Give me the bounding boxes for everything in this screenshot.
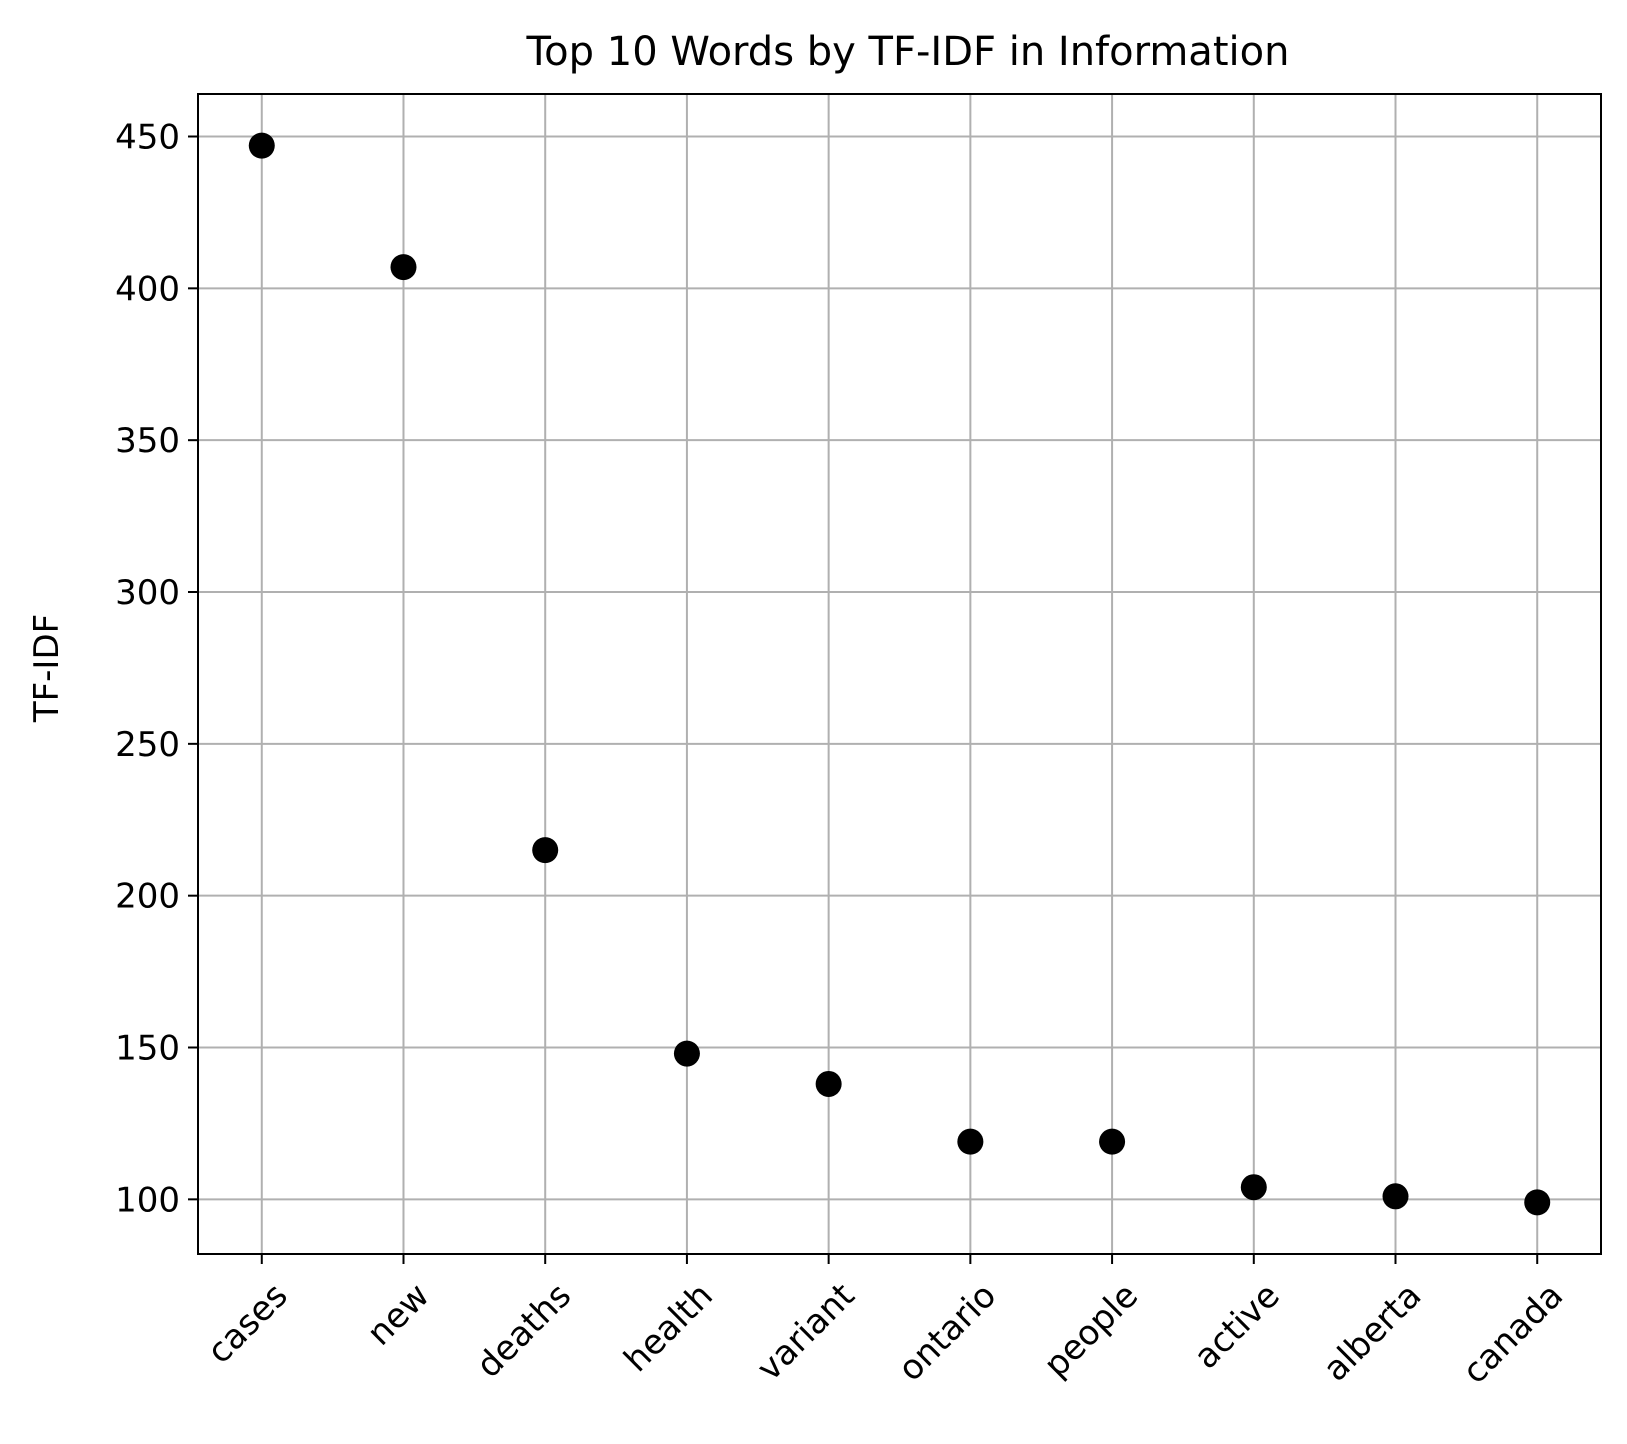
data-point [532, 837, 559, 864]
data-point [1524, 1189, 1551, 1216]
y-tick-label: 100 [115, 1180, 180, 1220]
data-point [957, 1128, 984, 1155]
y-axis-label: TF-IDF [27, 614, 67, 723]
data-point [1099, 1128, 1126, 1155]
y-tick-label: 250 [115, 725, 180, 765]
plot-frame [197, 93, 1602, 1255]
x-tick-label: health [616, 1276, 720, 1380]
x-tick-label: people [1036, 1276, 1146, 1386]
x-tick-label: new [359, 1276, 437, 1354]
x-tick-label: deaths [469, 1276, 579, 1386]
grid-layer [198, 94, 1601, 1254]
x-tick-label: cases [200, 1276, 296, 1372]
y-tick-label: 150 [115, 1029, 180, 1069]
y-tick-label: 200 [115, 877, 180, 917]
data-point [1382, 1183, 1409, 1210]
x-tick-label: active [1186, 1276, 1287, 1377]
x-tick-label: variant [749, 1276, 862, 1389]
x-tick-labels: cases new deaths health variant ontario people… [200, 1276, 1572, 1392]
data-point [673, 1040, 700, 1067]
y-tick-label: 400 [115, 269, 180, 309]
data-point [390, 254, 417, 281]
y-tick-label: 300 [115, 573, 180, 613]
y-tick-label: 450 [115, 118, 180, 158]
axes-layer [188, 93, 1602, 1264]
chart-title: Top 10 Words by TF-IDF in Information [526, 29, 1290, 75]
y-tick-labels: 100 150 200 250 300 350 400 450 [115, 118, 180, 1221]
data-point [1240, 1174, 1267, 1201]
x-tick-label: canada [1455, 1276, 1571, 1392]
x-tick-label: alberta [1316, 1276, 1430, 1390]
data-point [815, 1070, 842, 1097]
x-tick-label: ontario [891, 1276, 1005, 1390]
y-tick-label: 350 [115, 421, 180, 461]
data-point [248, 132, 275, 159]
data-points [248, 132, 1551, 1216]
